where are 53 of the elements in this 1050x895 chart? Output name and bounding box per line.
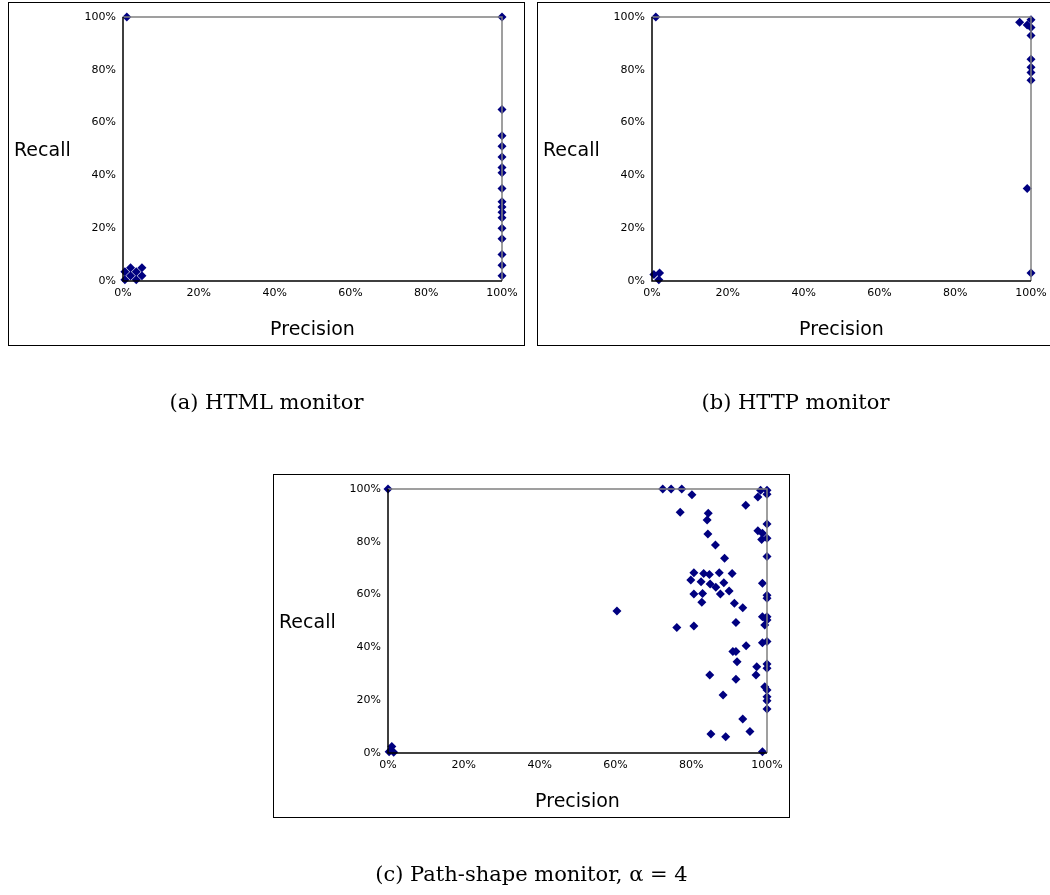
y-tick-label: 80%	[356, 534, 381, 548]
x-tick-label: 80%	[942, 286, 968, 300]
y-tick-label: 100%	[84, 9, 116, 23]
x-tick-label: 20%	[451, 758, 477, 772]
y-tick-label: 20%	[91, 221, 116, 235]
y-axis-title: Recall	[543, 138, 600, 160]
point	[1015, 17, 1025, 27]
point	[655, 268, 665, 278]
x-tick-label: 40%	[791, 286, 816, 300]
x-tick-label: 60%	[867, 286, 892, 300]
x-tick-label: 100%	[486, 286, 518, 300]
y-tick-label: 40%	[620, 168, 645, 182]
y-tick-label: 0%	[627, 273, 645, 287]
x-tick-label: 40%	[527, 758, 552, 772]
x-tick-label: 80%	[413, 286, 439, 300]
x-tick-label: 60%	[338, 286, 363, 300]
y-tick-label: 0%	[363, 745, 381, 759]
point	[126, 263, 136, 273]
x-tick-label: 100%	[751, 758, 783, 772]
x-tick-label: 20%	[186, 286, 212, 300]
x-tick-label: 60%	[603, 758, 628, 772]
x-tick-label: 0%	[643, 286, 661, 300]
x-axis-title: Precision	[799, 316, 884, 339]
point	[131, 267, 141, 277]
text: (c) Path-shape monitor, α = 4	[374, 862, 689, 886]
point	[137, 263, 147, 273]
x-tick-label: 0%	[114, 286, 132, 300]
point	[137, 271, 147, 281]
x-axis-title: Precision	[535, 788, 620, 811]
x-tick-label: 20%	[715, 286, 741, 300]
text: (a) HTML monitor	[168, 390, 365, 414]
y-tick-label: 20%	[620, 221, 645, 235]
y-axis-title: Recall	[14, 138, 71, 160]
y-tick-label: 60%	[620, 115, 645, 129]
x-tick-label: 100%	[1015, 286, 1047, 300]
text: (b) HTTP monitor	[700, 390, 891, 414]
y-tick-label: 20%	[356, 693, 381, 707]
y-tick-label: 40%	[91, 168, 116, 182]
y-tick-label: 100%	[349, 481, 381, 495]
y-tick-label: 100%	[613, 9, 645, 23]
point	[1022, 184, 1032, 194]
x-axis-title: Precision	[270, 316, 355, 339]
y-axis-title: Recall	[279, 610, 336, 632]
y-tick-label: 60%	[356, 587, 381, 601]
y-tick-label: 0%	[98, 273, 116, 287]
y-tick-label: 40%	[356, 640, 381, 654]
x-tick-label: 80%	[678, 758, 704, 772]
point	[126, 271, 136, 281]
y-tick-label: 60%	[91, 115, 116, 129]
y-tick-label: 80%	[620, 62, 645, 76]
x-tick-label: 40%	[262, 286, 287, 300]
x-tick-label: 0%	[379, 758, 397, 772]
y-tick-label: 80%	[91, 62, 116, 76]
